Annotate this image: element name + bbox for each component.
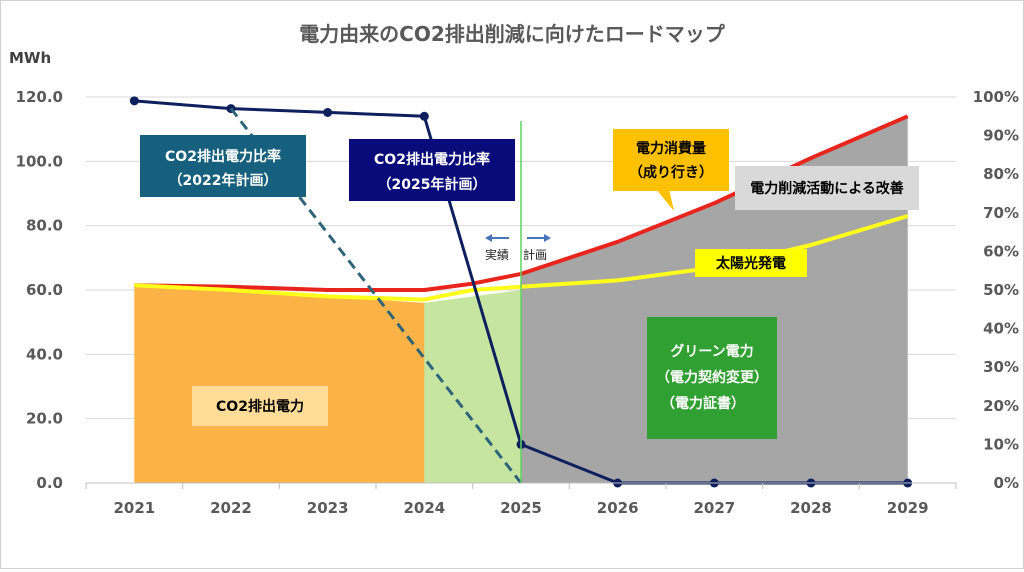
y-right-tick-label: 70% [983,204,1019,222]
y-right-tick-label: 80% [983,165,1019,183]
y-right-tick-label: 20% [983,397,1019,415]
x-tick-label: 2029 [887,499,929,517]
annotation-plan-2022: CO2排出電力比率 （2022年計画） [140,135,306,197]
actual-arrow-icon [485,234,509,242]
actual-label: 実績 [485,247,509,262]
y-left-tick-label: 40.0 [26,345,63,363]
y-left-tick-label: 80.0 [26,217,63,235]
green-line3: （電力証書） [661,395,745,412]
x-tick-label: 2027 [693,499,735,517]
y-right-tick-label: 10% [983,435,1019,453]
y-left-tick-label: 100.0 [16,152,63,170]
x-tick-label: 2028 [790,499,832,517]
axes: 0.0 20.0 40.0 60.0 80.0 100.0 120.0 0% 10% 20% 30%… [16,88,1019,517]
plan-2025-line2: （2025年計画） [378,176,487,193]
y-right-tick-label: 100% [973,88,1019,106]
y-right-tick-label: 40% [983,320,1019,338]
x-tick-label: 2024 [403,499,445,517]
chart-title: 電力由来のCO2排出削減に向けたロードマップ [299,22,726,46]
green-line1: グリーン電力 [670,343,753,360]
y-left-tick-label: 60.0 [26,281,63,299]
y-right-tick-label: 90% [983,127,1019,145]
annotation-plan-2025: CO2排出電力比率 （2025年計画） [349,139,515,201]
annotation-consumption: 電力消費量 （成り行き） [613,129,729,211]
y-left-tick-label: 120.0 [16,88,63,106]
x-tick-label: 2023 [307,499,349,517]
solar-label: 太陽光発電 [716,255,786,272]
y-axis-unit: MWh [9,49,51,67]
reduction-label: 電力削減活動による改善 [750,180,904,197]
plan-arrow-icon [527,234,551,242]
data-point [419,111,429,121]
annotation-reduction: 電力削減活動による改善 [735,166,919,210]
annotation-green: グリーン電力 （電力契約変更） （電力証書） [647,317,777,439]
y-right-tick-label: 60% [983,242,1019,260]
consumption-line2: （成り行き） [629,164,713,181]
consumption-line1: 電力消費量 [636,140,706,157]
plan-2022-line1: CO2排出電力比率 [165,148,281,165]
plan-2022-line2: （2022年計画） [169,172,278,189]
y-left-tick-label: 20.0 [26,410,63,428]
y-right-tick-label: 0% [994,474,1019,492]
data-point [323,107,333,117]
green-line2: （電力契約変更） [656,369,768,386]
x-tick-label: 2022 [210,499,252,517]
y-right-tick-label: 50% [983,281,1019,299]
plan-2025-line1: CO2排出電力比率 [374,151,490,168]
co2-label: CO2排出電力 [216,398,304,415]
x-tick-label: 2026 [597,499,639,517]
y-right-tick-label: 30% [983,358,1019,376]
data-point [129,96,139,106]
x-tick-label: 2021 [113,499,155,517]
y-left-tick-label: 0.0 [36,474,63,492]
plan-label: 計画 [523,247,547,262]
x-tick-label: 2025 [500,499,542,517]
annotation-solar: 太陽光発電 [695,249,807,277]
annotation-co2: CO2排出電力 [192,386,328,426]
